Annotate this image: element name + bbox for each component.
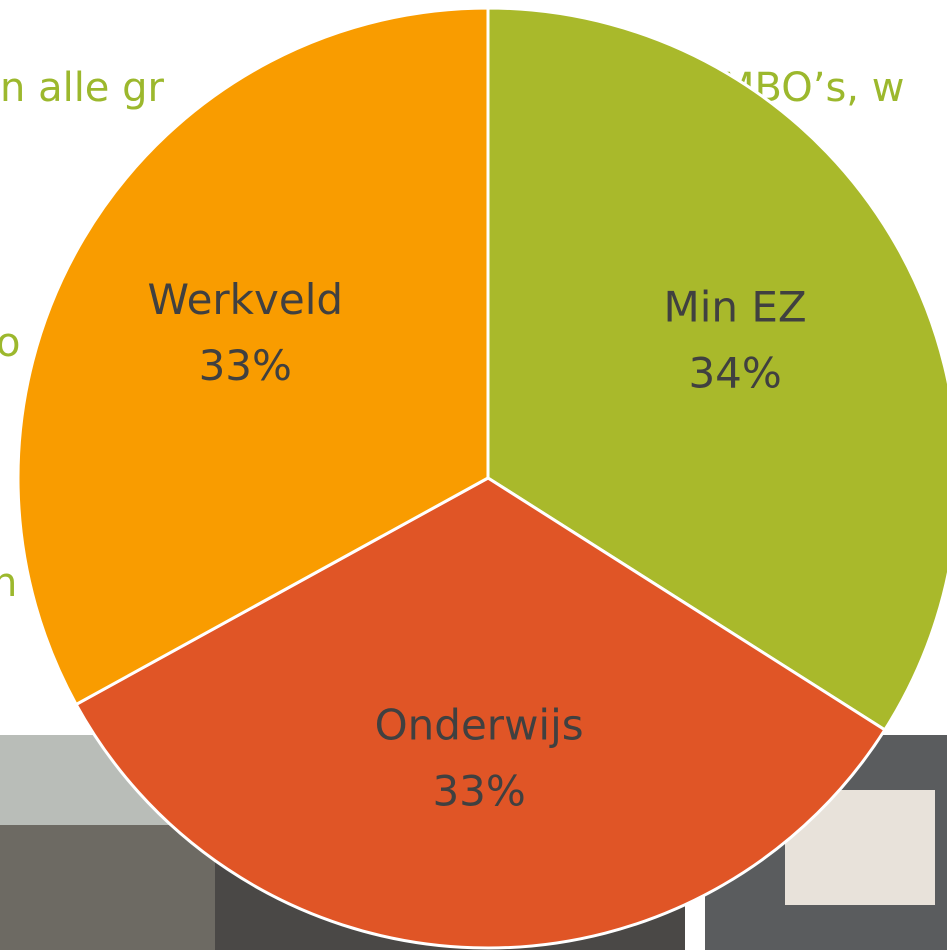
slide-text: n alle gr — [0, 65, 165, 111]
slice-label: Min EZ — [664, 283, 807, 332]
value-label: 33% — [432, 766, 525, 815]
slice-label: Werkveld — [148, 275, 344, 324]
value-label: 34% — [688, 349, 781, 398]
pie: Min EZ 34% Onderwijs 33% Werkveld 33% — [18, 8, 947, 948]
slide-text: n — [0, 560, 17, 606]
slide: n alle gr MBO’s, w o n Min EZ34%Onderwij… — [0, 0, 947, 950]
slide-text: o — [0, 320, 20, 366]
value-label: 33% — [199, 341, 292, 390]
slice-label: Onderwijs — [375, 700, 584, 749]
page: n alle gr MBO’s, w o n Min EZ34%Onderwij… — [0, 0, 947, 950]
